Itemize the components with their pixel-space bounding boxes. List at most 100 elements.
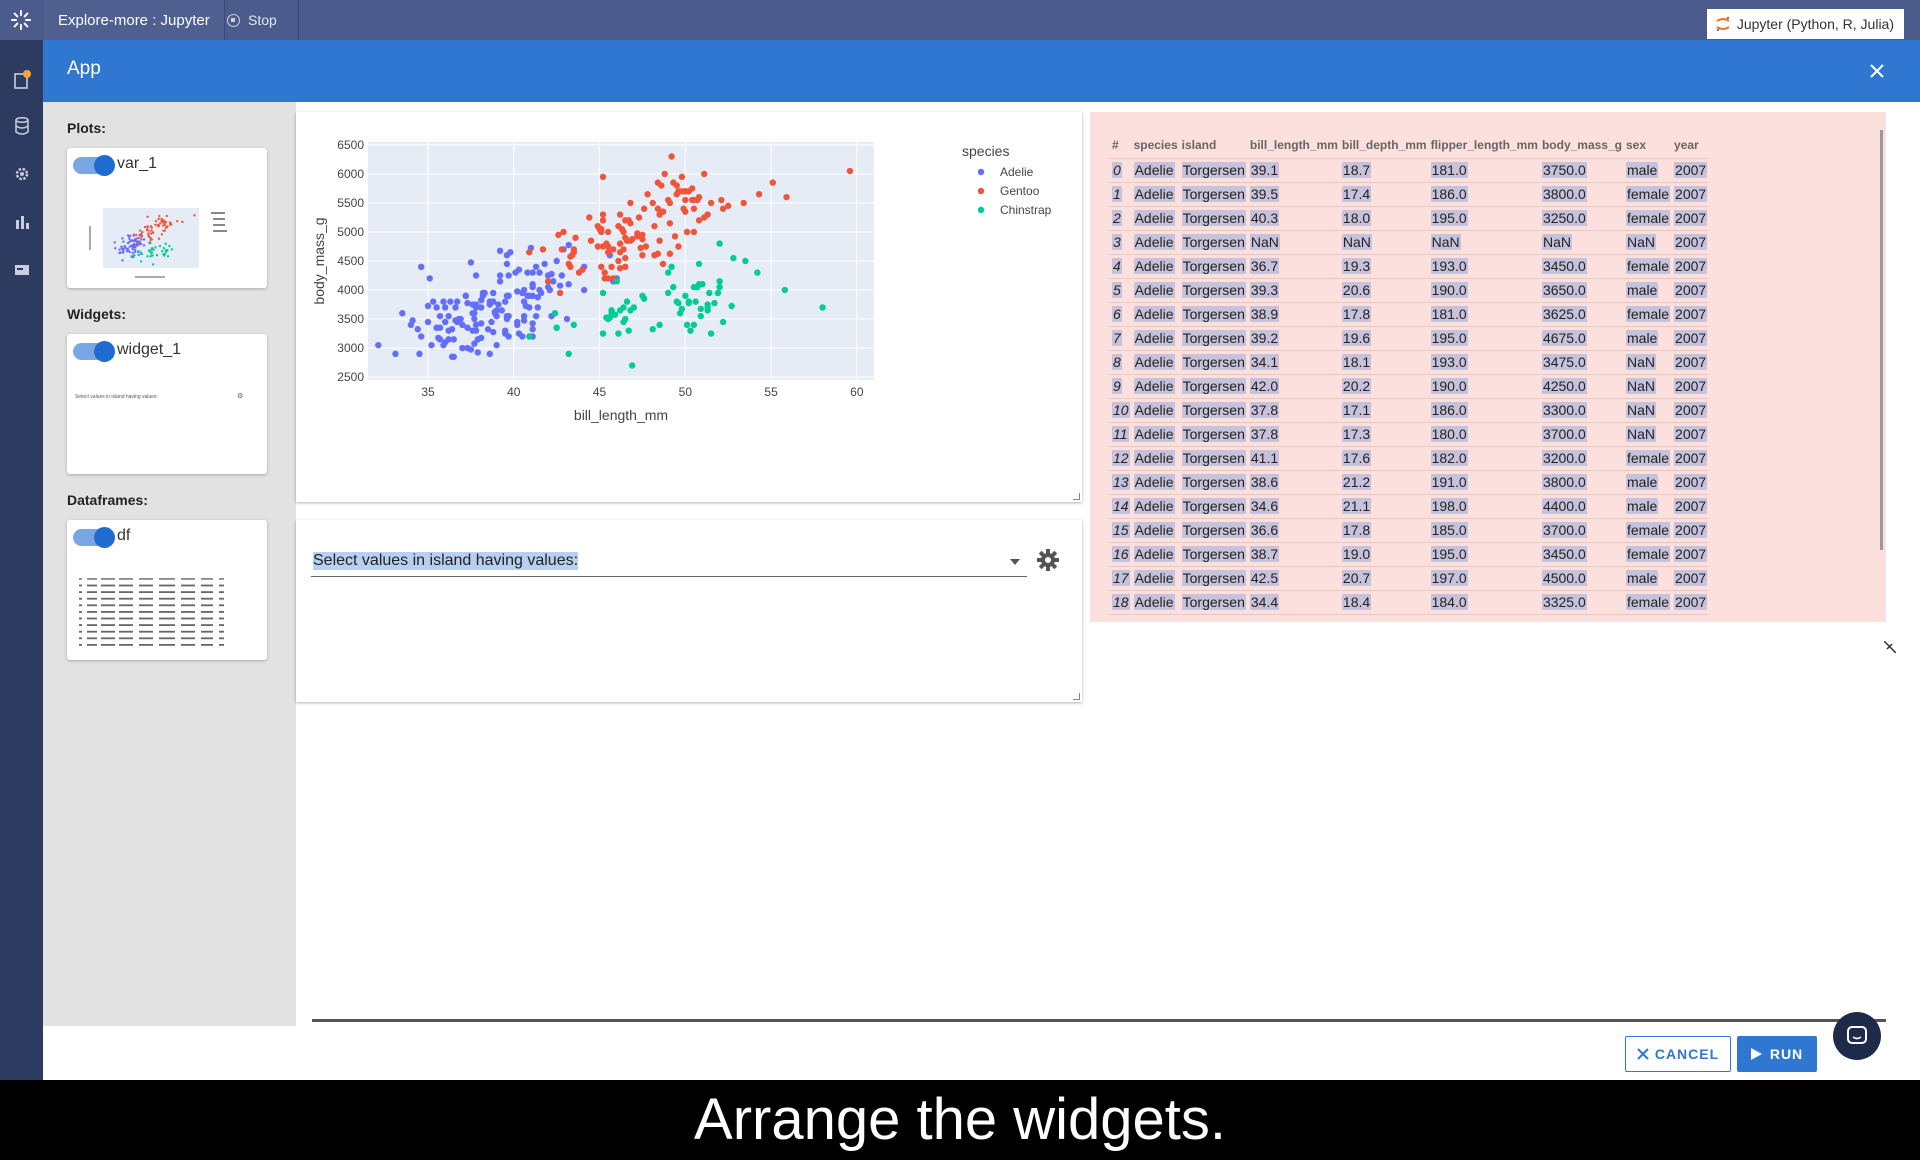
df-card[interactable]: df	[67, 520, 267, 660]
dropdown-arrow-icon[interactable]	[1010, 559, 1020, 565]
table-cell: 3700.0	[1539, 518, 1624, 543]
data-point	[503, 260, 511, 268]
close-icon[interactable]	[1860, 54, 1894, 88]
dataframe-panel[interactable]: # species island bill_length_mm bill_depth_m…	[1090, 112, 1897, 654]
table-cell: 2007	[1672, 566, 1710, 591]
table-cell: 1	[1110, 182, 1132, 207]
table-row[interactable]: 11 Adelie Torgersen 37.8 17.3 180.0 3700.0 NaN 2…	[1110, 422, 1710, 447]
table-cell: 18	[1110, 590, 1132, 615]
table-row[interactable]: 8 Adelie Torgersen 34.1 18.1 193.0 3475.0 NaN 20…	[1110, 350, 1710, 375]
column-header[interactable]: bill_length_mm	[1247, 132, 1340, 159]
df-card-toggle[interactable]	[73, 527, 115, 548]
table-row[interactable]: 10 Adelie Torgersen 37.8 17.1 186.0 3300.0 NaN 2…	[1110, 398, 1710, 423]
data-point	[637, 244, 644, 252]
kernel-selector[interactable]: Jupyter (Python, R, Julia)	[1706, 9, 1904, 39]
thumb-cell	[159, 584, 175, 587]
data-point	[407, 321, 415, 329]
thumb-point	[159, 222, 162, 225]
cell-value: Adelie	[1133, 426, 1175, 442]
table-row[interactable]: 1 Adelie Torgersen 39.5 17.4 186.0 3800.0 femal…	[1110, 182, 1710, 207]
resize-handle-icon[interactable]	[1883, 640, 1897, 654]
cell-value: Torgersen	[1181, 354, 1246, 370]
data-point	[755, 191, 763, 198]
table-cell: Adelie	[1131, 254, 1180, 279]
cell-value: 19.0	[1341, 546, 1372, 562]
thumb-point	[126, 241, 130, 245]
project-tab[interactable]: Explore-more : Jupyter	[44, 0, 225, 40]
clipboard-icon[interactable]	[12, 70, 32, 90]
card-icon[interactable]	[12, 260, 32, 280]
widget-panel[interactable]: Select values in island having values:	[296, 520, 1082, 702]
table-cell: 11	[1110, 422, 1132, 447]
select-label[interactable]: Select values in island having values:	[313, 552, 579, 570]
table-row[interactable]: 14 Adelie Torgersen 34.6 21.1 198.0 4400.0 male…	[1110, 494, 1710, 519]
gear-icon[interactable]	[1036, 548, 1060, 572]
widget-card-toggle[interactable]	[73, 341, 115, 362]
thumb-cell	[219, 604, 224, 607]
data-point	[656, 211, 663, 218]
column-header[interactable]: sex	[1624, 132, 1673, 159]
plot-panel[interactable]: 35 40 45 50 55 60 2500 3000 3500 4000 4500 5000 5500…	[296, 112, 1082, 502]
table-row[interactable]: 9 Adelie Torgersen 42.0 20.2 190.0 4250.0 NaN 20…	[1110, 374, 1710, 399]
table-cell: 17.4	[1339, 182, 1429, 207]
cell-value: 37.8	[1249, 402, 1280, 418]
thumb-cell	[79, 604, 82, 607]
plot-card-toggle[interactable]	[73, 155, 115, 176]
data-point	[486, 301, 493, 308]
data-point	[493, 307, 500, 314]
column-header[interactable]: body_mass_g	[1539, 132, 1624, 159]
resize-handle[interactable]	[1073, 493, 1080, 500]
column-header[interactable]: species	[1131, 132, 1180, 159]
table-row[interactable]: 4 Adelie Torgersen 36.7 19.3 193.0 3450.0 femal…	[1110, 254, 1710, 279]
run-button[interactable]: RUN	[1737, 1036, 1817, 1072]
column-header[interactable]: island	[1179, 132, 1248, 159]
column-header[interactable]: #	[1110, 132, 1132, 159]
table-row[interactable]: 18 Adelie Torgersen 34.4 18.4 184.0 3325.0 fema…	[1110, 590, 1710, 615]
column-header[interactable]: flipper_length_mm	[1428, 132, 1540, 159]
resize-handle[interactable]	[1073, 693, 1080, 700]
widget-card[interactable]: widget_1 Select values in island having …	[67, 334, 267, 474]
scrollbar-thumb[interactable]	[1880, 130, 1883, 550]
thumb-point	[158, 214, 161, 218]
horizontal-scrollbar[interactable]	[312, 1019, 1886, 1022]
column-header[interactable]: bill_depth_mm	[1339, 132, 1429, 159]
thumb-point	[166, 255, 170, 258]
table-cell: female	[1624, 590, 1673, 615]
table-row[interactable]: 16 Adelie Torgersen 38.7 19.0 195.0 3450.0 fema…	[1110, 542, 1710, 567]
settings-icon[interactable]	[12, 164, 32, 184]
bar-chart-icon[interactable]	[12, 212, 32, 232]
thumb-point	[118, 248, 121, 251]
table-row[interactable]: 5 Adelie Torgersen 39.3 20.6 190.0 3650.0 male 2…	[1110, 278, 1710, 303]
table-row[interactable]: 13 Adelie Torgersen 38.6 21.2 191.0 3800.0 male…	[1110, 470, 1710, 495]
cell-value: Torgersen	[1181, 162, 1246, 178]
table-row[interactable]: 6 Adelie Torgersen 38.9 17.8 181.0 3625.0 femal…	[1110, 302, 1710, 327]
table-row[interactable]: 7 Adelie Torgersen 39.2 19.6 195.0 4675.0 male 2…	[1110, 326, 1710, 351]
cell-value: NaN	[1249, 234, 1280, 250]
table-row[interactable]: 3 Adelie Torgersen NaN NaN NaN NaN NaN 2007	[1110, 230, 1710, 255]
table-row[interactable]: 17 Adelie Torgersen 42.5 20.7 197.0 4500.0 male…	[1110, 566, 1710, 591]
table-row[interactable]: 2 Adelie Torgersen 40.3 18.0 195.0 3250.0 femal…	[1110, 206, 1710, 231]
dataframe-background: # species island bill_length_mm bill_depth_m…	[1090, 112, 1874, 622]
jupyter-spinner-icon[interactable]	[0, 0, 42, 40]
data-point	[654, 205, 662, 212]
thumb-cell	[101, 644, 115, 646]
table-cell: 197.0	[1428, 566, 1540, 591]
y-tick-label: 3000	[337, 341, 364, 355]
cancel-button[interactable]: CANCEL	[1625, 1036, 1731, 1072]
table-cell: 10	[1110, 398, 1132, 423]
table-row[interactable]: 12 Adelie Torgersen 41.1 17.6 182.0 3200.0 fema…	[1110, 446, 1710, 471]
stop-button[interactable]: Stop	[213, 0, 299, 40]
y-tick-label: 6000	[337, 167, 364, 181]
thumb-cell	[87, 584, 97, 587]
data-point	[846, 167, 854, 175]
cell-value: 2007	[1674, 282, 1708, 298]
database-icon[interactable]	[12, 116, 32, 136]
table-row[interactable]: 0 Adelie Torgersen 39.1 18.7 181.0 3750.0 male 2…	[1110, 158, 1710, 183]
column-header[interactable]: year	[1672, 132, 1710, 159]
table-row[interactable]: 15 Adelie Torgersen 36.6 17.8 185.0 3700.0 fema…	[1110, 518, 1710, 543]
plot-card[interactable]: var_1	[67, 148, 267, 288]
thumb-point	[121, 259, 124, 262]
cell-value: 41.1	[1249, 450, 1280, 466]
chat-icon[interactable]	[1833, 1012, 1881, 1060]
thumb-point	[151, 231, 154, 235]
